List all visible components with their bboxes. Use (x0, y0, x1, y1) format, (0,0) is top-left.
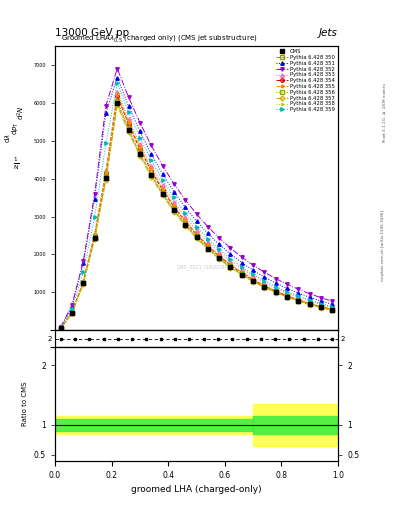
Text: $\frac{1}{\mathrm{N}}$: $\frac{1}{\mathrm{N}}$ (13, 156, 19, 172)
Text: Jets: Jets (319, 28, 338, 38)
Text: $\mathrm{d}\lambda$: $\mathrm{d}\lambda$ (4, 133, 12, 143)
Y-axis label: Ratio to CMS: Ratio to CMS (22, 382, 28, 426)
Text: mcplots.cern.ch [arXiv:1306.3436]: mcplots.cern.ch [arXiv:1306.3436] (381, 210, 385, 281)
Text: CMS_2021_I1920187: CMS_2021_I1920187 (176, 265, 228, 270)
Text: $\mathrm{d}p_\mathrm{T}$: $\mathrm{d}p_\mathrm{T}$ (11, 121, 21, 135)
Text: $\mathrm{d}^2N$: $\mathrm{d}^2N$ (16, 105, 27, 120)
X-axis label: groomed LHA (charged-only): groomed LHA (charged-only) (131, 485, 262, 494)
Legend: CMS, Pythia 6.428 350, Pythia 6.428 351, Pythia 6.428 352, Pythia 6.428 353, Pyt: CMS, Pythia 6.428 350, Pythia 6.428 351,… (275, 49, 335, 113)
Text: Rivet 3.1.10, $\geq$ 2.6M events: Rivet 3.1.10, $\geq$ 2.6M events (381, 82, 388, 143)
Text: 2: 2 (48, 336, 52, 342)
Text: Groomed LHA$\lambda^{1}_{0.5}$ (charged only) (CMS jet substructure): Groomed LHA$\lambda^{1}_{0.5}$ (charged … (61, 33, 257, 46)
Text: 13000 GeV pp: 13000 GeV pp (55, 28, 129, 38)
Text: 2: 2 (341, 336, 345, 342)
